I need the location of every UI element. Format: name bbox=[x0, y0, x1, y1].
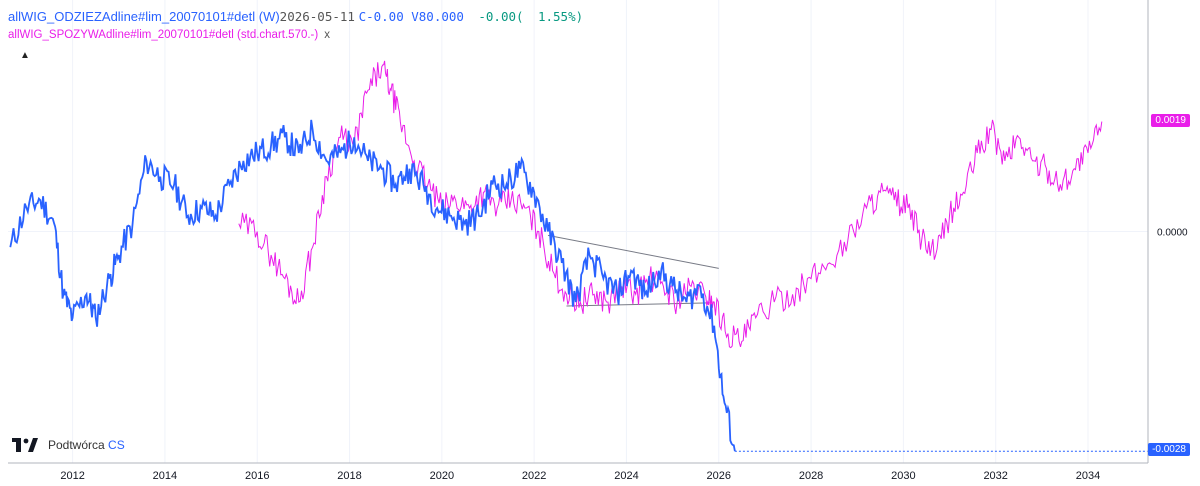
last-value-tag-series-1: -0.0028 bbox=[1148, 443, 1190, 457]
legend-series-1[interactable]: allWIG_ODZIEZAdline#lim_20070101#detl (W… bbox=[8, 9, 583, 24]
watermark-suffix: CS bbox=[108, 438, 125, 452]
x-tick-label-2028[interactable]: 2028 bbox=[799, 470, 823, 482]
tradingview-logo-icon bbox=[12, 438, 38, 452]
legend-series-2[interactable]: allWIG_SPOZYWAdline#lim_20070101#detl (s… bbox=[8, 29, 330, 41]
x-tick-label-2012[interactable]: 2012 bbox=[60, 470, 84, 482]
chart-grid bbox=[8, 0, 1148, 463]
x-tick-label-2026[interactable]: 2026 bbox=[707, 470, 731, 482]
x-tick-label-2014[interactable]: 2014 bbox=[153, 470, 177, 482]
watermark-author: Podtwórca bbox=[48, 438, 105, 452]
x-axis[interactable]: 2012 2014 2016 2018 2020 2022 2024 2026 2028 2030… bbox=[8, 462, 1148, 482]
trendline-1[interactable] bbox=[547, 234, 719, 269]
x-tick-label-2016[interactable]: 2016 bbox=[245, 470, 269, 482]
series-1-ohlc: C-0.00 V80.000 bbox=[358, 9, 464, 24]
series-1-change: -0.00( bbox=[478, 9, 524, 24]
y-axis[interactable]: 0.0000 bbox=[1147, 0, 1188, 463]
x-tick-label-2034[interactable]: 2034 bbox=[1076, 470, 1100, 482]
series-2-name: allWIG_SPOZYWAdline#lim_20070101#detl (s… bbox=[8, 29, 319, 41]
x-tick-label-2022[interactable]: 2022 bbox=[522, 470, 546, 482]
collapse-legend-icon[interactable]: ▲ bbox=[20, 50, 30, 61]
series-1-name: allWIG_ODZIEZAdline#lim_20070101#detl (W… bbox=[8, 9, 280, 24]
watermark: Podtwórca CS bbox=[12, 438, 125, 452]
x-tick-label-2024[interactable]: 2024 bbox=[614, 470, 638, 482]
series-spozywa-line bbox=[238, 60, 1103, 349]
series-1-date: 2026-05-11 bbox=[279, 9, 355, 24]
series-1-pct: 1.55%) bbox=[537, 9, 584, 24]
x-tick-label-2032[interactable]: 2032 bbox=[983, 470, 1007, 482]
x-tick-label-2020[interactable]: 2020 bbox=[430, 470, 454, 482]
x-tick-label-2030[interactable]: 2030 bbox=[891, 470, 915, 482]
last-value-tag-series-2: 0.0019 bbox=[1151, 113, 1190, 127]
remove-series-icon[interactable]: x bbox=[324, 29, 330, 41]
x-tick-label-2018[interactable]: 2018 bbox=[337, 470, 361, 482]
series-odzieza-line bbox=[9, 119, 736, 452]
y-tick-label[interactable]: 0.0000 bbox=[1157, 228, 1188, 239]
